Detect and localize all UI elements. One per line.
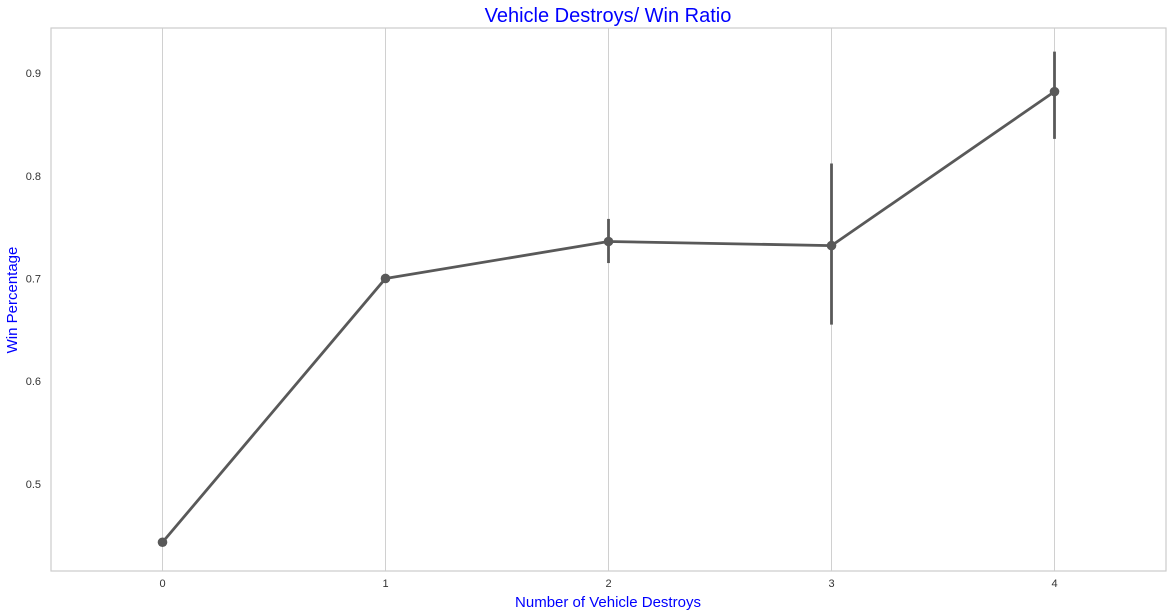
x-tick-label: 3 [828, 578, 834, 590]
y-tick-label: 0.7 [26, 273, 41, 285]
x-tick-label: 0 [159, 578, 165, 590]
grid [162, 28, 1055, 571]
y-tick-label: 0.9 [26, 68, 41, 80]
x-axis-label: Number of Vehicle Destroys [515, 594, 701, 611]
x-tick-label: 2 [605, 578, 611, 590]
data-point [826, 240, 837, 251]
series-layer [157, 51, 1060, 548]
plot-frame [50, 27, 1167, 572]
chart-title: Vehicle Destroys/ Win Ratio [485, 5, 732, 27]
y-ticks: 0.5 0.6 0.7 0.8 0.9 [26, 68, 41, 491]
x-tick-label: 1 [382, 578, 388, 590]
y-tick-label: 0.8 [26, 171, 41, 183]
y-tick-label: 0.6 [26, 376, 41, 388]
x-ticks: 0 1 2 3 4 [159, 578, 1057, 590]
y-axis-label: Win Percentage [4, 247, 21, 354]
data-point [603, 236, 614, 247]
y-tick-label: 0.5 [26, 479, 41, 491]
data-point [1049, 86, 1060, 97]
x-tick-label: 4 [1051, 578, 1057, 590]
data-point [380, 273, 391, 284]
data-point [157, 537, 168, 548]
